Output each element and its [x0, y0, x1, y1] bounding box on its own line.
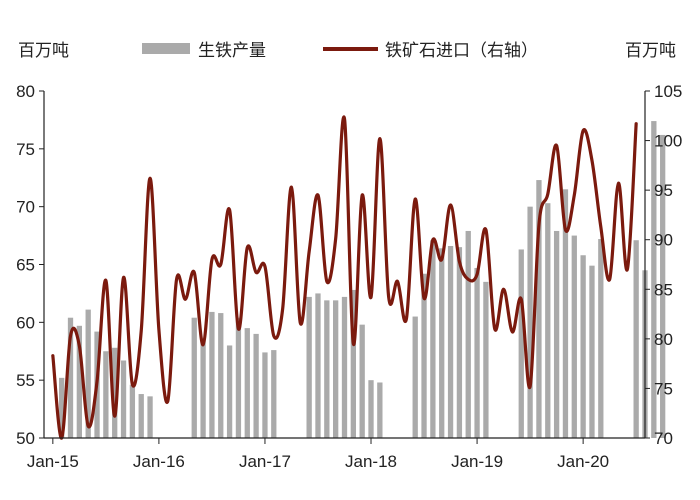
- bar: [120, 360, 127, 438]
- bar: [553, 230, 560, 438]
- bar: [209, 311, 215, 438]
- bar: [262, 352, 268, 438]
- bar: [359, 324, 365, 438]
- bar: [562, 189, 569, 438]
- bar: [341, 296, 348, 438]
- bar: [138, 394, 144, 438]
- bar: [421, 273, 427, 438]
- bar: [589, 265, 595, 438]
- bars-layer: [59, 121, 666, 438]
- bar: [536, 180, 542, 438]
- bar: [253, 333, 259, 438]
- bar: [439, 248, 445, 438]
- left-axis-unit: 百万吨: [18, 41, 69, 61]
- bar: [598, 239, 604, 438]
- bar: [651, 121, 657, 438]
- bar: [112, 347, 118, 438]
- x-tick-label: Jan-20: [557, 452, 609, 471]
- bar: [271, 350, 277, 438]
- bar: [527, 206, 533, 438]
- x-tick-label: Jan-18: [345, 452, 397, 471]
- bar: [633, 240, 639, 438]
- left-tick-label: 65: [16, 256, 35, 275]
- bar: [235, 317, 242, 438]
- bar: [483, 281, 489, 438]
- bar: [59, 377, 65, 438]
- right-axis-unit: 百万吨: [625, 41, 676, 61]
- right-tick-label: 100: [654, 132, 682, 151]
- bar: [76, 325, 82, 438]
- bar: [324, 300, 330, 438]
- right-tick-label: 95: [654, 181, 673, 200]
- bar: [129, 384, 136, 438]
- bar: [103, 351, 109, 438]
- bar: [85, 309, 91, 438]
- bar: [580, 255, 586, 438]
- bar: [306, 296, 312, 438]
- x-tick-label: Jan-15: [27, 452, 79, 471]
- legend: 生铁产量 铁矿石进口（右轴）: [142, 41, 538, 61]
- bar: [333, 300, 339, 438]
- x-tick-label: Jan-16: [133, 452, 185, 471]
- bar: [200, 338, 206, 438]
- legend-bar-swatch: [142, 43, 190, 54]
- line-layer: [51, 115, 638, 440]
- bar: [447, 245, 454, 438]
- bar: [218, 313, 224, 438]
- right-tick-label: 75: [654, 379, 673, 398]
- right-tick-label: 90: [654, 231, 673, 250]
- bar: [315, 293, 321, 438]
- bar: [474, 267, 480, 438]
- left-tick-label: 70: [16, 198, 35, 217]
- bar: [147, 396, 153, 438]
- ticks-layer: 50 55 60 65 70 75 80 70 75 80 85 90 95 100 105 Jan-15 Ja…: [16, 82, 682, 471]
- bar: [350, 289, 356, 438]
- iron-ore-import-line: [51, 115, 638, 440]
- legend-line-label: 铁矿石进口（右轴）: [385, 41, 538, 61]
- right-tick-label: 105: [654, 82, 682, 101]
- left-tick-label: 55: [16, 371, 35, 390]
- bar: [660, 134, 666, 438]
- bar: [244, 328, 250, 438]
- bar: [191, 317, 197, 438]
- bar: [368, 380, 374, 438]
- right-tick-label: 85: [654, 280, 673, 299]
- left-tick-label: 60: [16, 313, 35, 332]
- bar: [67, 317, 74, 438]
- bar: [430, 240, 436, 438]
- left-tick-label: 80: [16, 82, 35, 101]
- x-tick-label: Jan-19: [451, 452, 503, 471]
- bar: [226, 345, 233, 438]
- right-tick-label: 80: [654, 330, 673, 349]
- bar: [545, 203, 551, 438]
- x-tick-label: Jan-17: [239, 452, 291, 471]
- bar: [571, 235, 577, 438]
- bar: [456, 247, 463, 438]
- left-tick-label: 75: [16, 140, 35, 159]
- bar: [412, 316, 418, 438]
- legend-bar-label: 生铁产量: [198, 41, 266, 61]
- right-tick-label: 70: [654, 429, 673, 448]
- bar: [518, 249, 524, 438]
- left-tick-label: 50: [16, 429, 35, 448]
- bar: [377, 382, 383, 438]
- bar: [465, 230, 471, 438]
